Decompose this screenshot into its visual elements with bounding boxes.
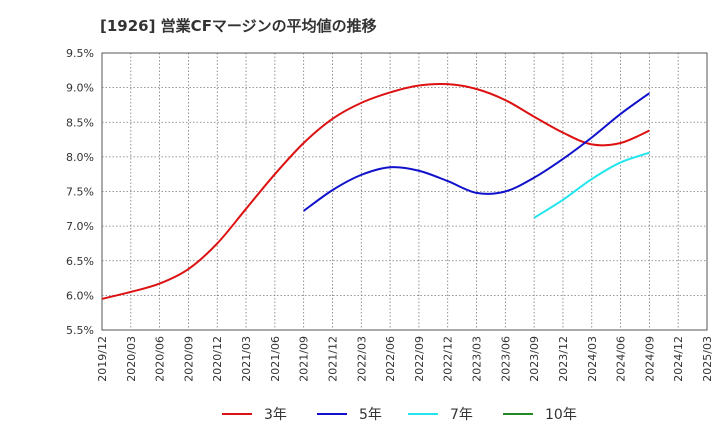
y-tick-label: 9.5% — [66, 47, 94, 60]
y-tick-label: 6.5% — [66, 255, 94, 268]
x-tick-label: 2022/03 — [355, 336, 368, 382]
x-tick-label: 2025/03 — [701, 336, 714, 382]
legend-label-3: 7年 — [450, 407, 473, 423]
x-tick-label: 2024/06 — [615, 336, 628, 382]
legend-label-1: 3年 — [264, 407, 287, 423]
y-tick-label: 7.0% — [66, 220, 94, 233]
y-tick-label: 6.0% — [66, 289, 94, 302]
y-tick-label: 8.0% — [66, 151, 94, 164]
plot-border — [101, 52, 708, 331]
x-tick-label: 2021/09 — [298, 336, 311, 382]
x-tick-label: 2023/12 — [557, 336, 570, 382]
x-tick-label: 2021/06 — [269, 336, 282, 382]
x-tick-label: 2022/09 — [413, 336, 426, 382]
y-tick-label: 5.5% — [66, 324, 94, 337]
x-tick-label: 2020/06 — [154, 336, 167, 382]
legend-label-2: 5年 — [359, 407, 382, 423]
y-tick-label: 9.0% — [66, 82, 94, 95]
x-tick-label: 2021/12 — [326, 336, 339, 382]
x-tick-label: 2023/09 — [528, 336, 541, 382]
y-tick-label: 8.5% — [66, 116, 94, 129]
chart-title: [1926] 営業CFマージンの平均値の推移 — [100, 17, 377, 35]
x-tick-label: 2023/06 — [499, 336, 512, 382]
x-tick-label: 2021/03 — [240, 336, 253, 382]
x-tick-label: 2020/12 — [211, 336, 224, 382]
x-tick-label: 2019/12 — [96, 336, 109, 382]
x-tick-label: 2022/12 — [442, 336, 455, 382]
x-tick-label: 2024/03 — [586, 336, 599, 382]
x-tick-label: 2022/06 — [384, 336, 397, 382]
x-tick-label: 2020/09 — [182, 336, 195, 382]
y-tick-label: 7.5% — [66, 186, 94, 199]
x-tick-label: 2020/03 — [125, 336, 138, 382]
series-line-1 — [101, 82, 650, 300]
x-tick-label: 2023/03 — [471, 336, 484, 382]
x-tick-label: 2024/09 — [643, 336, 656, 382]
x-tick-label: 2024/12 — [672, 336, 685, 382]
series-line-2 — [303, 92, 650, 212]
legend-label-4: 10年 — [545, 407, 577, 423]
series-line-3 — [533, 151, 650, 219]
